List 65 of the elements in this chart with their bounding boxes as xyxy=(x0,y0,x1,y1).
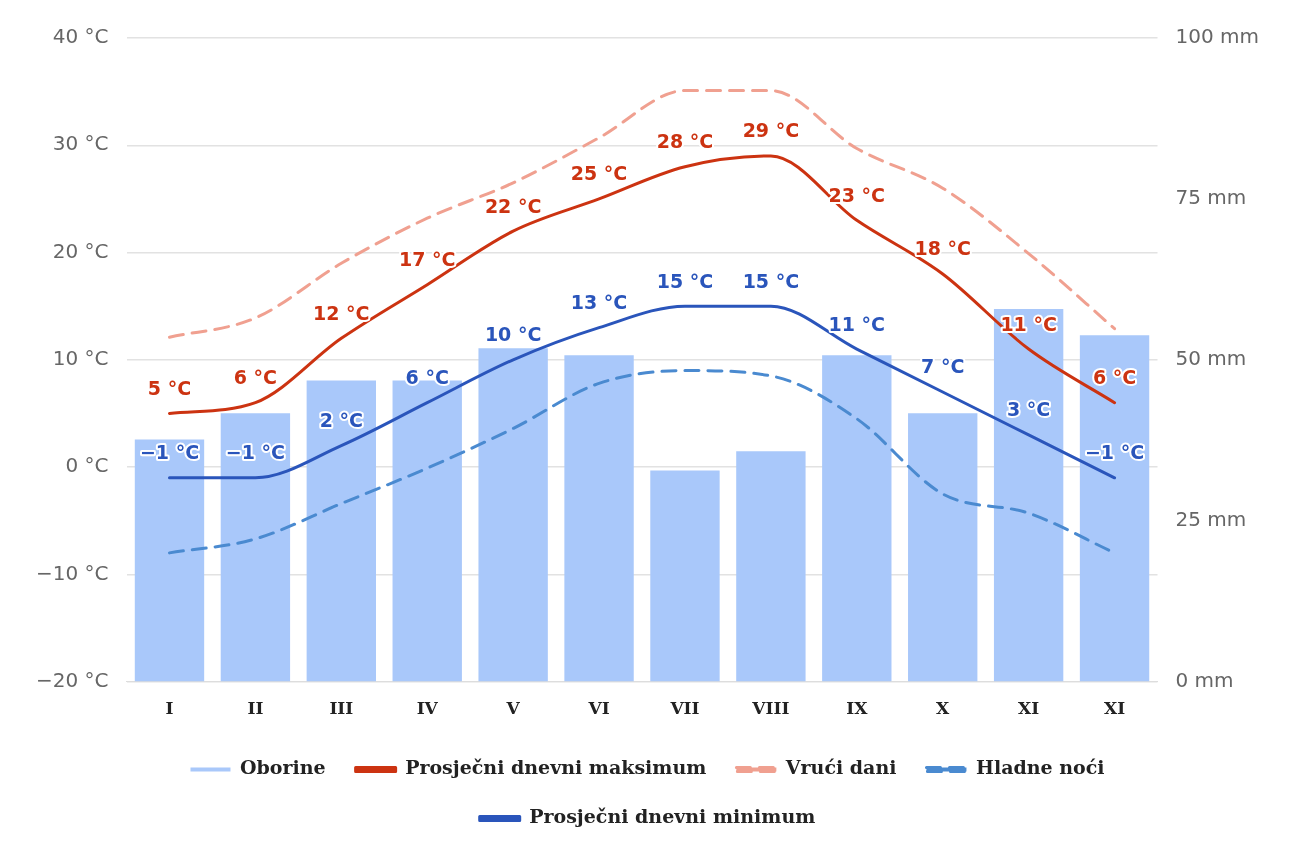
bar xyxy=(908,413,978,682)
y2-tick-label: 50 mm xyxy=(1175,346,1247,370)
data-label: 11 °C xyxy=(828,312,886,335)
line-series xyxy=(167,89,1117,339)
x-tick-label: VI xyxy=(587,698,610,719)
x-tick-label: III xyxy=(329,698,354,719)
legend-label: Prosječni dnevni minimum xyxy=(529,805,816,828)
y-tick-label: 30 °C xyxy=(52,131,109,156)
data-label: 25 °C xyxy=(570,162,628,185)
data-label: 13 °C xyxy=(570,291,628,314)
bar xyxy=(564,355,634,682)
data-label: 15 °C xyxy=(656,269,714,292)
legend-label: Prosječni dnevni maksimum xyxy=(405,756,707,779)
data-label: −1 °C xyxy=(139,441,200,464)
x-tick-label: VII xyxy=(669,698,700,719)
legend-label: Hladne noći xyxy=(975,756,1105,779)
data-label: 11 °C xyxy=(1000,312,1057,335)
bar xyxy=(993,308,1064,682)
data-label: 10 °C xyxy=(484,323,542,346)
data-label: 6 °C xyxy=(233,366,278,389)
y2-tick-label: 25 mm xyxy=(1175,506,1247,531)
x-tick-label: IV xyxy=(416,698,439,719)
bar xyxy=(220,413,291,682)
x-tick-label: X xyxy=(936,698,951,719)
y2-tick-label: 0 mm xyxy=(1175,667,1234,692)
bar xyxy=(650,470,720,682)
data-label: 12 °C xyxy=(313,301,370,324)
bar xyxy=(478,348,548,682)
data-label: 3 °C xyxy=(1006,398,1051,421)
data-label: 22 °C xyxy=(484,194,542,217)
y-tick-label: −20 °C xyxy=(36,667,109,692)
y-tick-label: 20 °C xyxy=(52,238,109,263)
data-label: −1 °C xyxy=(1084,441,1145,464)
x-tick-label: V xyxy=(505,698,521,719)
y-tick-label: 40 °C xyxy=(52,24,109,49)
x-tick-label: IX xyxy=(846,698,869,719)
legend-label: Vrući dani xyxy=(784,756,897,779)
data-label: 7 °C xyxy=(921,355,965,378)
bar xyxy=(306,380,376,682)
data-label: 5 °C xyxy=(147,376,192,399)
y-tick-label: −10 °C xyxy=(36,560,109,585)
legend-label: Oborine xyxy=(239,756,326,779)
bar xyxy=(134,439,205,682)
y-tick-label: 10 °C xyxy=(52,346,109,370)
y-tick-label: 0 °C xyxy=(65,453,109,478)
y2-tick-label: 75 mm xyxy=(1175,185,1247,210)
data-label: −1 °C xyxy=(225,441,285,464)
data-label: 15 °C xyxy=(742,269,800,292)
data-label: 17 °C xyxy=(398,248,456,271)
bar xyxy=(1079,335,1150,682)
x-tick-label: XI xyxy=(1103,698,1126,719)
bar xyxy=(822,355,892,682)
data-label: 23 °C xyxy=(828,183,886,206)
data-label: 6 °C xyxy=(1092,366,1137,389)
data-label: 28 °C xyxy=(656,130,714,153)
data-label: 6 °C xyxy=(405,366,449,389)
data-label: 18 °C xyxy=(914,237,971,260)
x-tick-label: VIII xyxy=(751,698,790,719)
x-tick-label: I xyxy=(165,698,174,719)
x-tick-label: XI xyxy=(1018,698,1040,719)
bar xyxy=(736,451,806,682)
data-label: 29 °C xyxy=(742,119,800,142)
x-tick-label: II xyxy=(247,698,264,719)
data-label: 2 °C xyxy=(319,409,363,432)
y2-tick-label: 100 mm xyxy=(1175,24,1259,49)
